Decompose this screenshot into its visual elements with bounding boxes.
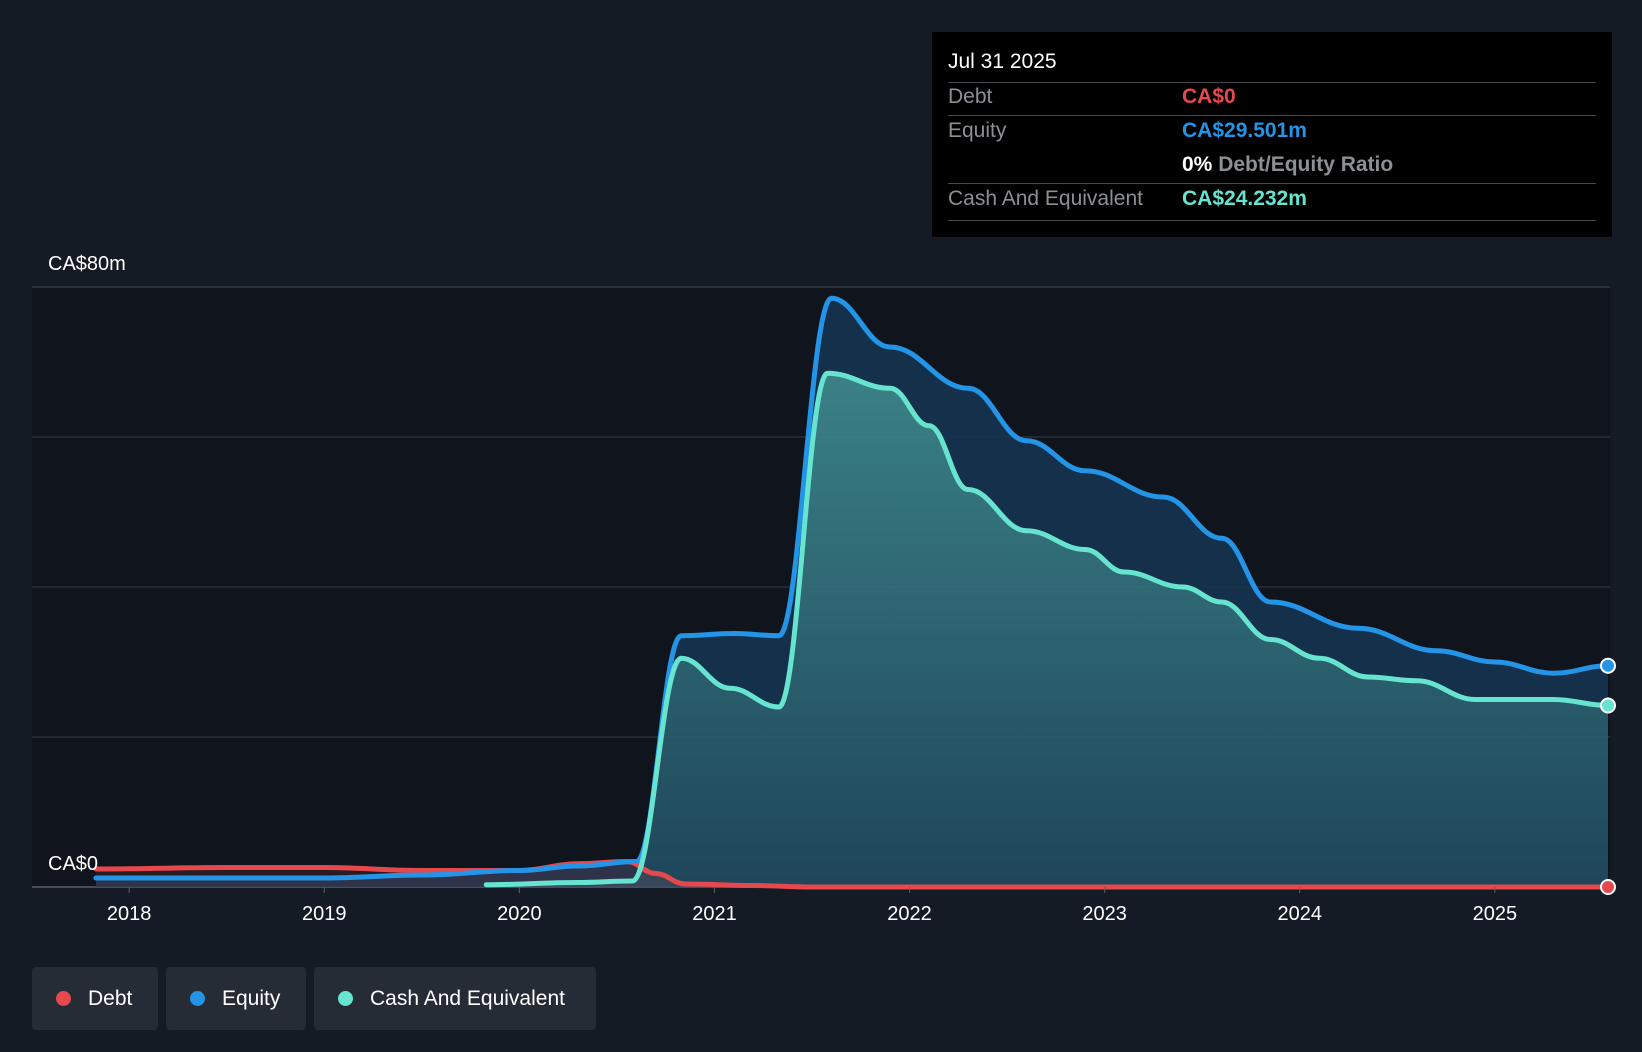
tooltip-divider (948, 82, 1596, 83)
y-axis-top-label: CA$80m (48, 253, 126, 275)
tooltip-date: Jul 31 2025 (948, 50, 1057, 73)
x-tick-label-2018: 2018 (107, 903, 152, 925)
x-tick-label-2023: 2023 (1082, 903, 1127, 925)
tooltip-equity-label: Equity (948, 119, 1007, 142)
x-tick-label-2025: 2025 (1473, 903, 1518, 925)
tooltip-ratio-value: 0% Debt/Equity Ratio (1182, 153, 1393, 177)
tooltip-debt-row: Debt CA$0 (948, 81, 1596, 115)
cash-area (486, 373, 1608, 887)
legend-debt[interactable]: Debt (32, 967, 158, 1030)
cash-dot-icon (338, 991, 353, 1006)
legend-cash[interactable]: Cash And Equivalent (314, 967, 596, 1030)
tooltip-divider (948, 220, 1596, 221)
tooltip-cash-label: Cash And Equivalent (948, 187, 1143, 210)
tooltip-divider (948, 115, 1596, 116)
x-tick-label-2021: 2021 (692, 903, 737, 925)
tooltip-panel: Jul 31 2025 Debt CA$0 Equity CA$29.501m … (932, 32, 1612, 237)
y-axis-bottom-label: CA$0 (48, 853, 98, 875)
x-tick-label-2020: 2020 (497, 903, 542, 925)
legend-debt-label: Debt (88, 986, 133, 1010)
debt-dot-icon (56, 991, 71, 1006)
cash-line (483, 370, 1611, 888)
equity-end-marker[interactable] (1600, 657, 1616, 674)
x-tick-label-2024: 2024 (1277, 903, 1322, 925)
tooltip-ratio-percent: 0% (1182, 153, 1213, 176)
tooltip-equity-row: Equity CA$29.501m (948, 115, 1596, 149)
equity-line (93, 295, 1611, 881)
equity-dot-icon (190, 991, 205, 1006)
tooltip-ratio-row: 0% Debt/Equity Ratio (948, 149, 1596, 183)
cash-end-marker[interactable] (1600, 697, 1616, 714)
debt-area (96, 861, 1608, 887)
legend-equity[interactable]: Equity (166, 967, 306, 1030)
legend-cash-label: Cash And Equivalent (370, 986, 565, 1010)
tooltip-divider (948, 183, 1596, 184)
tooltip-equity-value: CA$29.501m (1182, 119, 1307, 142)
x-tick-label-2019: 2019 (302, 903, 347, 925)
tooltip-ratio-label: Debt/Equity Ratio (1218, 153, 1394, 176)
x-tick-label-2022: 2022 (887, 903, 932, 925)
debt-end-marker[interactable] (1600, 879, 1616, 895)
tooltip-cash-value: CA$24.232m (1182, 187, 1307, 210)
tooltip-cash-row: Cash And Equivalent CA$24.232m (948, 183, 1596, 217)
tooltip-debt-label: Debt (948, 85, 993, 108)
legend-equity-label: Equity (222, 986, 281, 1010)
tooltip-debt-value: CA$0 (1182, 85, 1236, 108)
